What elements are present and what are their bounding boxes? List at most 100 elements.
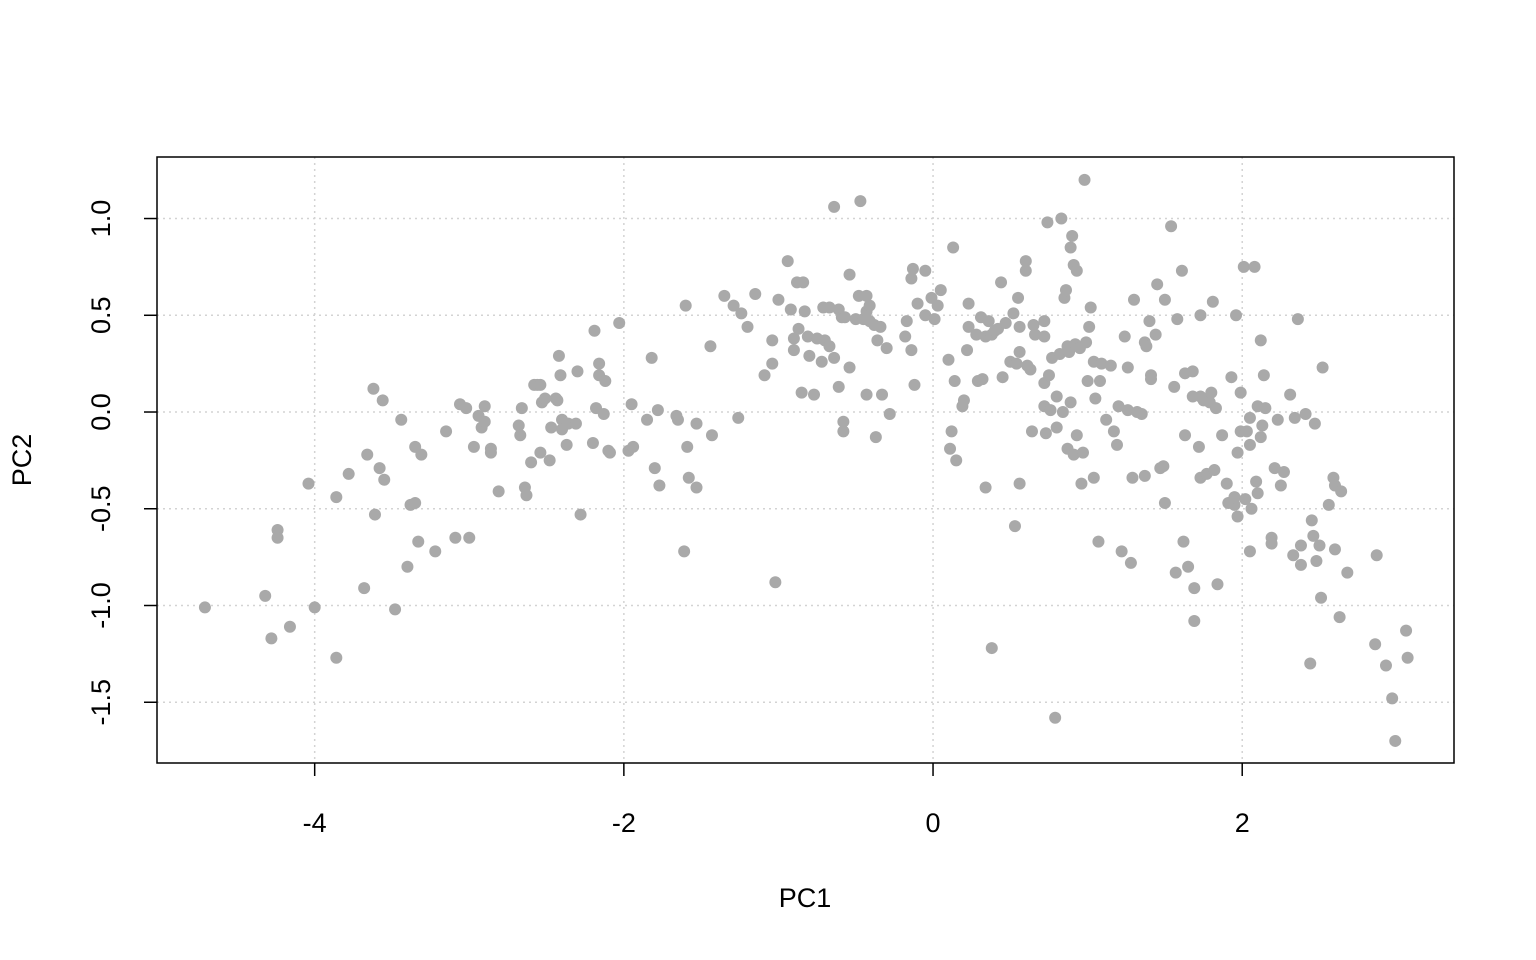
point [705, 429, 718, 442]
point [1188, 582, 1201, 595]
point [449, 531, 462, 544]
point [1029, 328, 1042, 341]
point [1121, 404, 1134, 417]
point [1039, 427, 1052, 440]
point [908, 378, 921, 391]
point [1243, 545, 1256, 558]
point [944, 442, 957, 455]
point [919, 264, 932, 277]
point [1182, 560, 1195, 573]
point [962, 320, 975, 333]
point [1064, 241, 1077, 254]
point [376, 394, 389, 407]
point [401, 560, 414, 573]
point [1228, 491, 1241, 504]
point [795, 386, 808, 399]
x-tick-label: -4 [303, 808, 327, 838]
point [551, 394, 564, 407]
point [484, 446, 497, 459]
point [945, 425, 958, 438]
point [1225, 371, 1238, 384]
point [905, 344, 918, 357]
point [828, 351, 841, 364]
point [1177, 535, 1190, 548]
point [653, 479, 666, 492]
point [1044, 404, 1057, 417]
point [1205, 386, 1218, 399]
point [961, 344, 974, 357]
point [378, 473, 391, 486]
point [1112, 400, 1125, 413]
point [1370, 549, 1383, 562]
point [492, 485, 505, 498]
point [1075, 477, 1088, 490]
point [931, 299, 944, 312]
point [1389, 734, 1402, 747]
point [947, 241, 960, 254]
point [367, 382, 380, 395]
point [732, 411, 745, 424]
point [1124, 556, 1137, 569]
point [1322, 498, 1335, 511]
point [1010, 357, 1023, 370]
point [342, 467, 355, 480]
point [787, 344, 800, 357]
point [985, 642, 998, 655]
point [627, 440, 640, 453]
point [1076, 446, 1089, 459]
point [552, 349, 565, 362]
point [1087, 471, 1100, 484]
point [545, 421, 558, 434]
point [876, 388, 889, 401]
point [1186, 365, 1199, 378]
point [1168, 380, 1181, 393]
y-tick-label: 0.5 [86, 296, 116, 334]
point [837, 425, 850, 438]
point [671, 413, 684, 426]
point [1013, 320, 1026, 333]
point [525, 456, 538, 469]
point [330, 491, 343, 504]
point [1107, 425, 1120, 438]
point [1135, 407, 1148, 420]
point [1256, 419, 1269, 432]
point [948, 375, 961, 388]
point [1066, 229, 1079, 242]
point [1216, 429, 1229, 442]
point [681, 440, 694, 453]
point [837, 415, 850, 428]
point [1265, 537, 1278, 550]
point [1078, 173, 1091, 186]
point [1084, 301, 1097, 314]
point [534, 446, 547, 459]
point [534, 378, 547, 391]
point [1341, 566, 1354, 579]
point [271, 531, 284, 544]
point [1328, 543, 1341, 556]
point [1231, 510, 1244, 523]
plot-area: -4 -2 0 2 -1.5 -1.0 -0.5 0.0 0.5 1.0 [86, 157, 1454, 838]
point [1038, 330, 1051, 343]
point [1315, 591, 1328, 604]
point [1070, 429, 1083, 442]
point [1251, 487, 1264, 500]
point [308, 601, 321, 614]
point [593, 357, 606, 370]
point [1042, 369, 1055, 382]
point [1012, 291, 1025, 304]
point [1100, 413, 1113, 426]
point [784, 303, 797, 316]
point [678, 545, 691, 558]
point [1013, 477, 1026, 490]
point [874, 320, 887, 333]
y-axis-label: PC2 [7, 434, 37, 487]
point [1175, 264, 1188, 277]
point [1333, 611, 1346, 624]
point [1019, 264, 1032, 277]
point [1239, 493, 1252, 506]
point [1055, 212, 1068, 225]
x-tick-label: 0 [926, 808, 941, 838]
point [599, 375, 612, 388]
point [1400, 624, 1413, 637]
point [1092, 535, 1105, 548]
